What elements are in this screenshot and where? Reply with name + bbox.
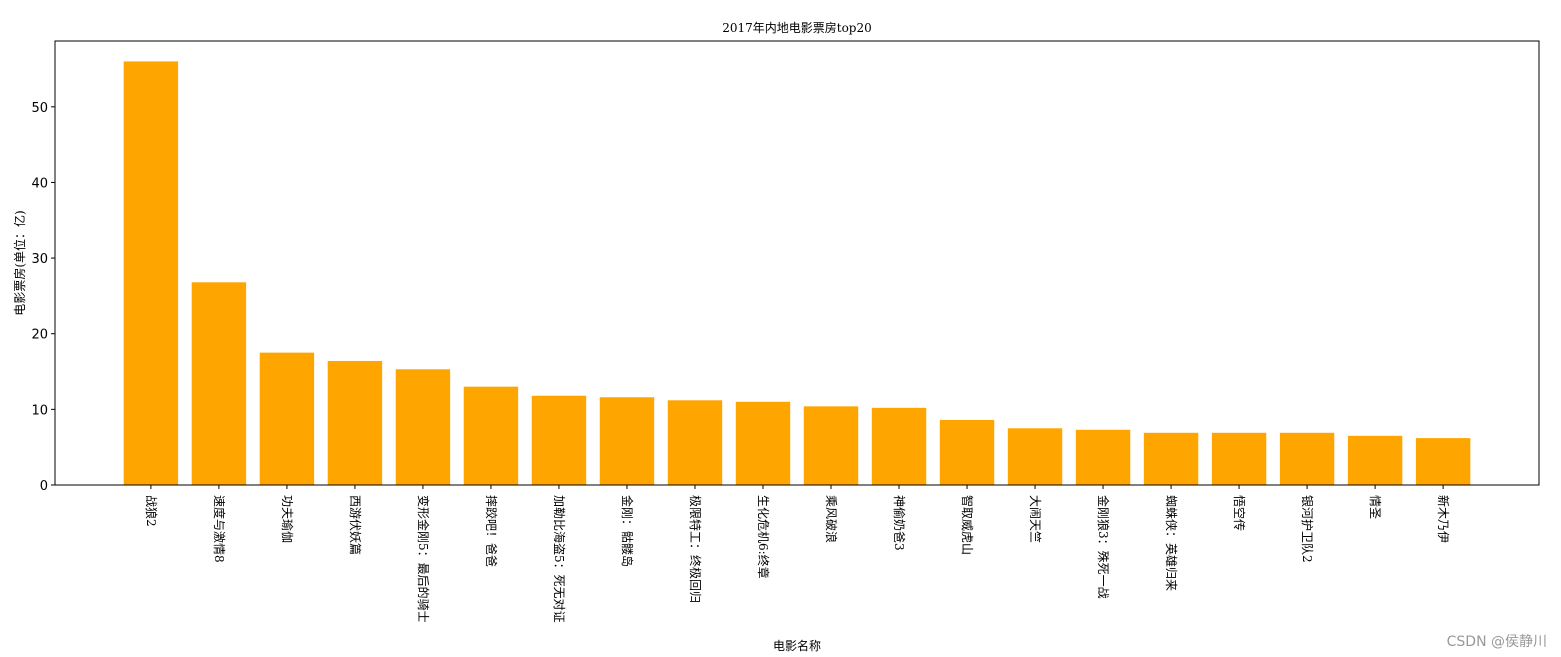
x-tick-label: 速度与激情8 [212,495,227,563]
x-tick-label: 变形金刚5：最后的骑士 [416,495,431,623]
x-tick-label: 智取威虎山 [960,495,975,555]
y-tick-label: 40 [31,176,48,191]
y-tick-label: 30 [31,252,48,267]
x-tick-label: 战狼2 [144,495,159,527]
y-tick-label: 0 [40,479,48,494]
x-tick-label: 功夫瑜伽 [280,495,295,543]
x-tick-label: 悟空传 [1232,495,1247,531]
x-tick-label: 金刚狼3：殊死一战 [1096,495,1111,599]
bar [735,401,791,485]
bar [599,397,655,485]
bar [1007,428,1063,485]
x-tick-label: 蜘蛛侠：英雄归来 [1164,495,1179,591]
bar [1211,432,1267,485]
x-tick-label: 新木乃伊 [1436,495,1451,543]
bar [1415,438,1471,485]
x-tick-label: 大闹天竺 [1028,495,1043,543]
bar [939,419,995,485]
x-tick-label: 加勒比海盗5：死无对证 [552,495,567,623]
plot-frame [54,40,1540,486]
y-tick-label: 10 [31,403,48,418]
x-tick-label: 极限特工：终极回归 [688,495,703,603]
x-tick-label: 生化危机6:终章 [756,495,771,579]
chart-title: 2017年内地电影票房top20 [722,20,872,35]
x-tick-label: 金刚：骷髅岛 [620,495,635,567]
bar [191,282,247,485]
bar [463,386,519,485]
y-tick-label: 50 [31,101,48,116]
bar [395,369,451,485]
x-tick-label: 西游伏妖篇 [348,495,363,555]
bar [667,400,723,485]
bar [123,61,179,485]
bar [259,352,315,485]
x-tick-label: 摔跤吧！爸爸 [484,495,499,567]
bar [871,407,927,485]
bar [1075,429,1131,485]
x-axis-label: 电影名称 [773,638,821,653]
bar [1279,432,1335,485]
x-tick-label: 情圣 [1368,495,1382,519]
y-tick-label: 20 [31,328,48,343]
bar [803,406,859,485]
x-tick-label: 银河护卫队2 [1300,495,1315,563]
bar [327,360,383,485]
bar [1347,435,1403,485]
watermark: CSDN @侯静川 [1447,634,1547,650]
bar [1143,432,1199,485]
x-tick-label: 神偷奶爸3 [892,495,907,551]
y-axis-label: 电影票房(单位：亿) [12,210,27,315]
x-tick-label: 乘风破浪 [824,495,839,543]
bar [531,395,587,485]
